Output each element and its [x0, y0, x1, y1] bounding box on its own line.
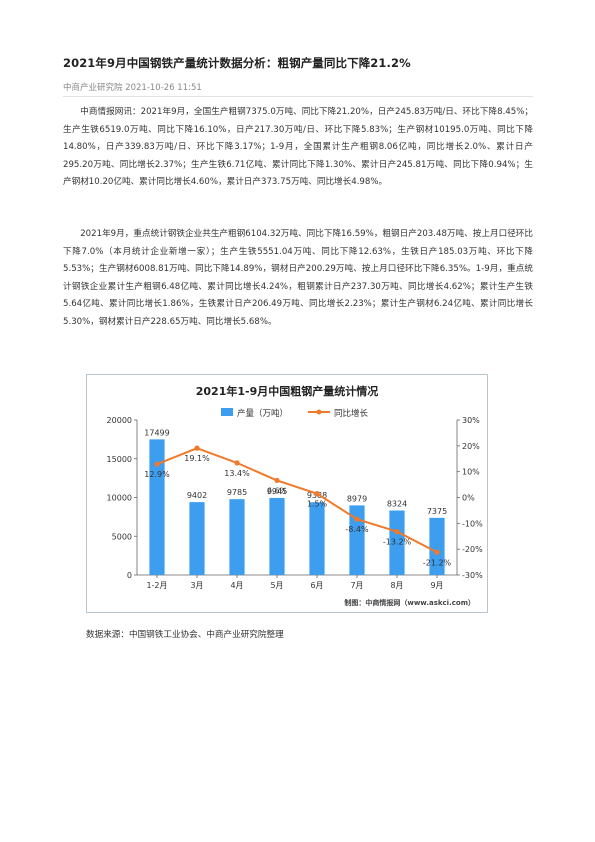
- steel-output-chart: 2021年1-9月中国粗钢产量统计情况 产量（万吨） 同比增长 0 5000 100…: [107, 384, 484, 607]
- growth-value-label: 13.4%: [224, 469, 250, 478]
- growth-value-label: -13.2%: [383, 538, 412, 547]
- y-left-tick-label: 10000: [107, 494, 132, 503]
- y-left-tick-label: 0: [127, 571, 132, 580]
- growth-point: [314, 491, 320, 497]
- y-left-tick-label: 15000: [107, 455, 132, 464]
- x-tick-label: 7月: [350, 581, 363, 590]
- x-tick-label: 1-2月: [146, 581, 167, 590]
- data-source-note: 数据来源：中国钢铁工业协会、中商产业研究院整理: [86, 630, 284, 640]
- plot-area: 0 5000 10000 15000 20000 -30% -20% -10% 0% 10% 20%…: [107, 416, 484, 590]
- bar: [429, 517, 445, 575]
- divider: [63, 96, 533, 97]
- growth-point: [194, 445, 200, 451]
- article-title: 2021年9月中国钢铁产量统计数据分析：粗钢产量同比下降21.2%: [63, 56, 411, 70]
- growth-point: [234, 460, 240, 466]
- y-right-tick-label: -20%: [462, 545, 483, 554]
- bar-value-label: 7375: [427, 507, 447, 516]
- bar-value-label: 9945: [267, 487, 287, 496]
- x-tick-label: 4月: [230, 581, 243, 590]
- bar-value-label: 17499: [144, 428, 169, 437]
- bar: [149, 439, 165, 575]
- y-right-tick-label: -10%: [462, 519, 483, 528]
- growth-value-label: -8.4%: [345, 525, 369, 534]
- article-paragraph-1: 中商情报网讯：2021年9月，全国生产粗钢7375.0万吨、同比下降21.20%…: [63, 107, 533, 188]
- growth-point: [434, 549, 440, 555]
- growth-line: [156, 447, 438, 554]
- legend-line-label: 同比增长: [334, 408, 369, 419]
- article-meta: 中商产业研究院 2021-10-26 11:51: [63, 83, 202, 93]
- bar: [349, 505, 365, 575]
- chart-container: 2021年1-9月中国粗钢产量统计情况 产量（万吨） 同比增长 0 5000 100…: [86, 374, 488, 613]
- growth-value-label: 1.5%: [307, 500, 328, 509]
- bar-value-label: 8324: [387, 499, 407, 508]
- growth-point: [354, 516, 360, 522]
- bar-value-label: 9785: [227, 488, 247, 497]
- legend-bar-swatch: [221, 408, 233, 416]
- growth-value-label: 6.6%: [267, 486, 288, 495]
- y-right-tick-label: 20%: [462, 442, 480, 451]
- growth-value-label: -21.2%: [423, 558, 452, 567]
- y-left-tick-label: 20000: [107, 416, 132, 425]
- growth-point: [274, 477, 280, 484]
- bar: [229, 499, 245, 575]
- bar: [189, 502, 205, 575]
- growth-value-label: 12.9%: [144, 470, 170, 479]
- growth-value-label: 19.1%: [184, 454, 210, 463]
- x-tick-label: 3月: [190, 581, 203, 590]
- growth-point: [394, 529, 400, 535]
- legend-bar-label: 产量（万吨）: [237, 408, 288, 419]
- growth-point: [154, 461, 160, 467]
- legend-line-marker: [316, 409, 322, 415]
- y-right-tick-label: -30%: [462, 571, 483, 580]
- bar: [389, 510, 405, 575]
- x-tick-label: 8月: [390, 581, 403, 590]
- y-left-tick-label: 5000: [112, 532, 132, 541]
- chart-title: 2021年1-9月中国粗钢产量统计情况: [196, 384, 379, 398]
- x-tick-label: 5月: [270, 581, 283, 590]
- article-paragraph-2: 2021年9月，重点统计钢铁企业共生产粗钢6104.32万吨、同比下降16.59…: [63, 229, 533, 327]
- bar: [269, 497, 285, 575]
- bar-value-label: 9402: [187, 491, 207, 500]
- chart-credit: 制图：中商情报网（www.askci.com）: [344, 598, 475, 607]
- bar: [309, 502, 325, 575]
- y-right-tick-label: 10%: [462, 468, 480, 477]
- x-tick-label: 6月: [310, 581, 323, 590]
- bar-value-label: 8979: [347, 494, 367, 503]
- x-tick-label: 9月: [430, 581, 443, 590]
- y-right-tick-label: 30%: [462, 416, 480, 425]
- y-right-tick-label: 0%: [462, 494, 475, 503]
